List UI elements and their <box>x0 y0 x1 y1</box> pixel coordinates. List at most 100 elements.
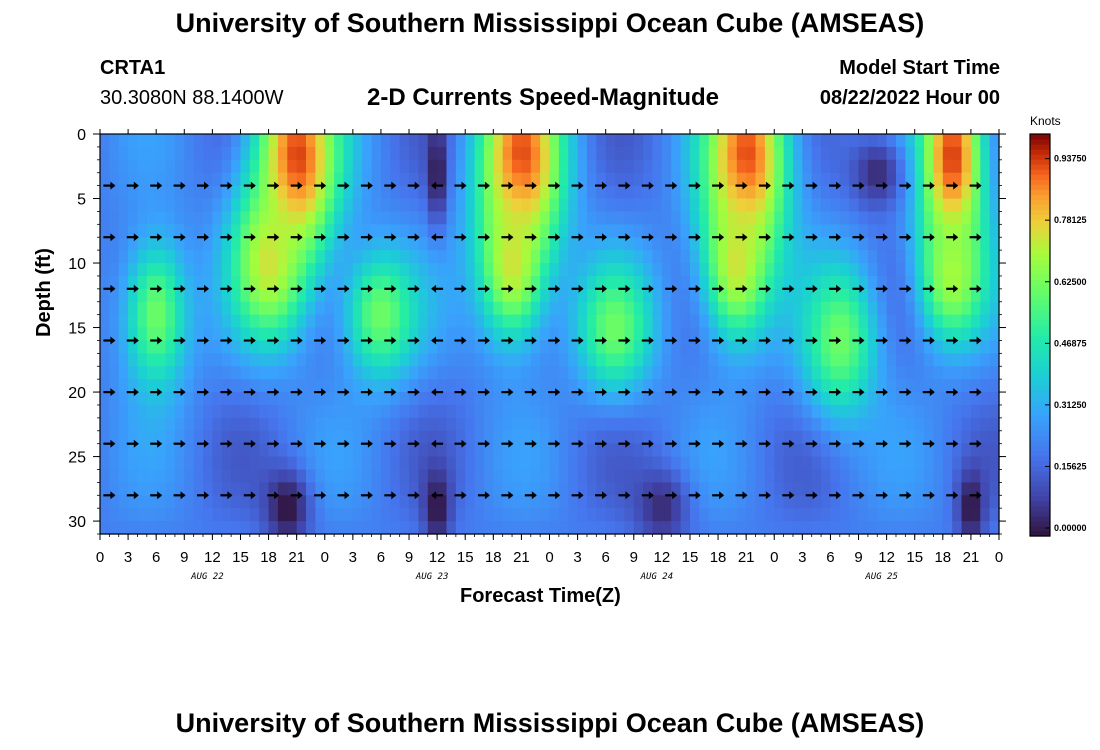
current-arrow-head <box>836 233 842 242</box>
heatmap-cell <box>849 134 860 148</box>
heatmap-cell <box>643 134 654 148</box>
heatmap-cell <box>661 469 672 483</box>
heatmap-cell <box>980 430 991 445</box>
heatmap-cell <box>334 275 345 290</box>
heatmap-cell <box>277 172 288 187</box>
heatmap-cell <box>418 392 429 406</box>
heatmap-cell <box>933 301 944 316</box>
heatmap-cell <box>708 211 719 225</box>
heatmap-cell <box>109 495 120 509</box>
heatmap-cell <box>399 172 410 187</box>
heatmap-cell <box>334 288 345 303</box>
heatmap-cell <box>390 508 401 522</box>
heatmap-cell <box>605 443 616 458</box>
heatmap-cell <box>512 495 523 509</box>
heatmap-cell <box>839 237 850 251</box>
heatmap-cell <box>746 159 757 174</box>
heatmap-cell <box>203 185 213 200</box>
current-arrow-head <box>204 388 209 397</box>
heatmap-cell <box>483 340 494 354</box>
heatmap-cell <box>184 521 195 535</box>
heatmap-cell <box>718 172 729 187</box>
heatmap-cell <box>952 224 963 238</box>
heatmap-cell <box>568 430 579 445</box>
heatmap-cell <box>568 237 579 251</box>
heatmap-cell <box>970 288 981 303</box>
current-arrow-head <box>274 336 280 345</box>
current-arrow <box>618 181 631 190</box>
colorbar-segment <box>1030 184 1050 190</box>
heatmap-cell <box>689 521 700 535</box>
heatmap-cell <box>324 237 335 251</box>
heatmap-cell <box>596 275 607 290</box>
heatmap-cell <box>128 211 139 225</box>
heatmap-cell <box>952 392 963 406</box>
heatmap-cell <box>605 327 616 342</box>
heatmap-cell <box>100 521 110 535</box>
colorbar-segment <box>1030 475 1050 482</box>
heatmap-cell <box>474 288 485 303</box>
heatmap-cell <box>549 250 560 264</box>
heatmap-cell <box>156 211 167 225</box>
heatmap-cell <box>746 443 757 458</box>
heatmap-cell <box>352 366 363 380</box>
heatmap-cell <box>296 521 307 535</box>
current-arrow <box>243 181 256 190</box>
colorbar-segment <box>1030 229 1050 236</box>
heatmap-cell <box>399 237 410 251</box>
current-arrow-head <box>110 388 116 397</box>
heatmap-cell <box>596 224 607 238</box>
heatmap-cell <box>540 521 551 535</box>
heatmap-cell <box>193 456 204 471</box>
heatmap-cell <box>287 172 298 187</box>
heatmap-cell <box>362 379 373 393</box>
heatmap-cell <box>343 417 354 432</box>
heatmap-cell <box>755 366 766 380</box>
heatmap-cell <box>980 211 991 225</box>
heatmap-cell <box>905 392 916 406</box>
current-arrow <box>524 388 537 397</box>
heatmap-cell <box>727 456 738 471</box>
heatmap-cell <box>680 134 691 148</box>
heatmap-cell <box>530 250 541 264</box>
heatmap-cell <box>586 275 597 290</box>
heatmap-cell <box>568 327 579 342</box>
heatmap-cell <box>455 134 466 148</box>
heatmap-cell <box>605 495 616 509</box>
current-arrow-head <box>648 388 654 397</box>
heatmap-cell <box>521 456 532 471</box>
heatmap-cell <box>830 379 841 393</box>
heatmap-cell <box>193 417 204 432</box>
heatmap-cell <box>212 495 223 509</box>
heatmap-cell <box>315 314 326 329</box>
heatmap-cell <box>821 443 832 458</box>
heatmap-cell <box>221 456 232 471</box>
current-arrow-head <box>742 336 748 345</box>
heatmap-cell <box>156 288 167 303</box>
heatmap-cell <box>830 456 841 471</box>
current-arrow-head <box>227 284 233 293</box>
heatmap-cell <box>830 508 841 522</box>
current-arrow-head <box>695 233 701 242</box>
heatmap-cell <box>905 327 916 342</box>
current-arrow <box>103 388 116 397</box>
heatmap-cell <box>315 482 326 496</box>
heatmap-cell <box>268 237 279 251</box>
heatmap-cell <box>277 263 288 277</box>
heatmap-cell <box>371 237 382 251</box>
heatmap-cell <box>549 224 560 238</box>
heatmap-cell <box>905 237 916 251</box>
current-arrow-head <box>391 336 397 345</box>
heatmap-cell <box>643 327 654 342</box>
colorbar-segment <box>1030 224 1050 231</box>
heatmap-cell <box>109 469 120 483</box>
heatmap-cell <box>586 392 597 406</box>
heatmap-cell <box>914 379 925 393</box>
heatmap-cell <box>240 456 251 471</box>
heatmap-cell <box>718 275 729 290</box>
current-arrow <box>243 439 256 448</box>
heatmap-cell <box>259 314 270 329</box>
current-arrow-head <box>367 388 373 397</box>
heatmap-cell <box>970 314 981 329</box>
colorbar-segment <box>1030 294 1050 301</box>
